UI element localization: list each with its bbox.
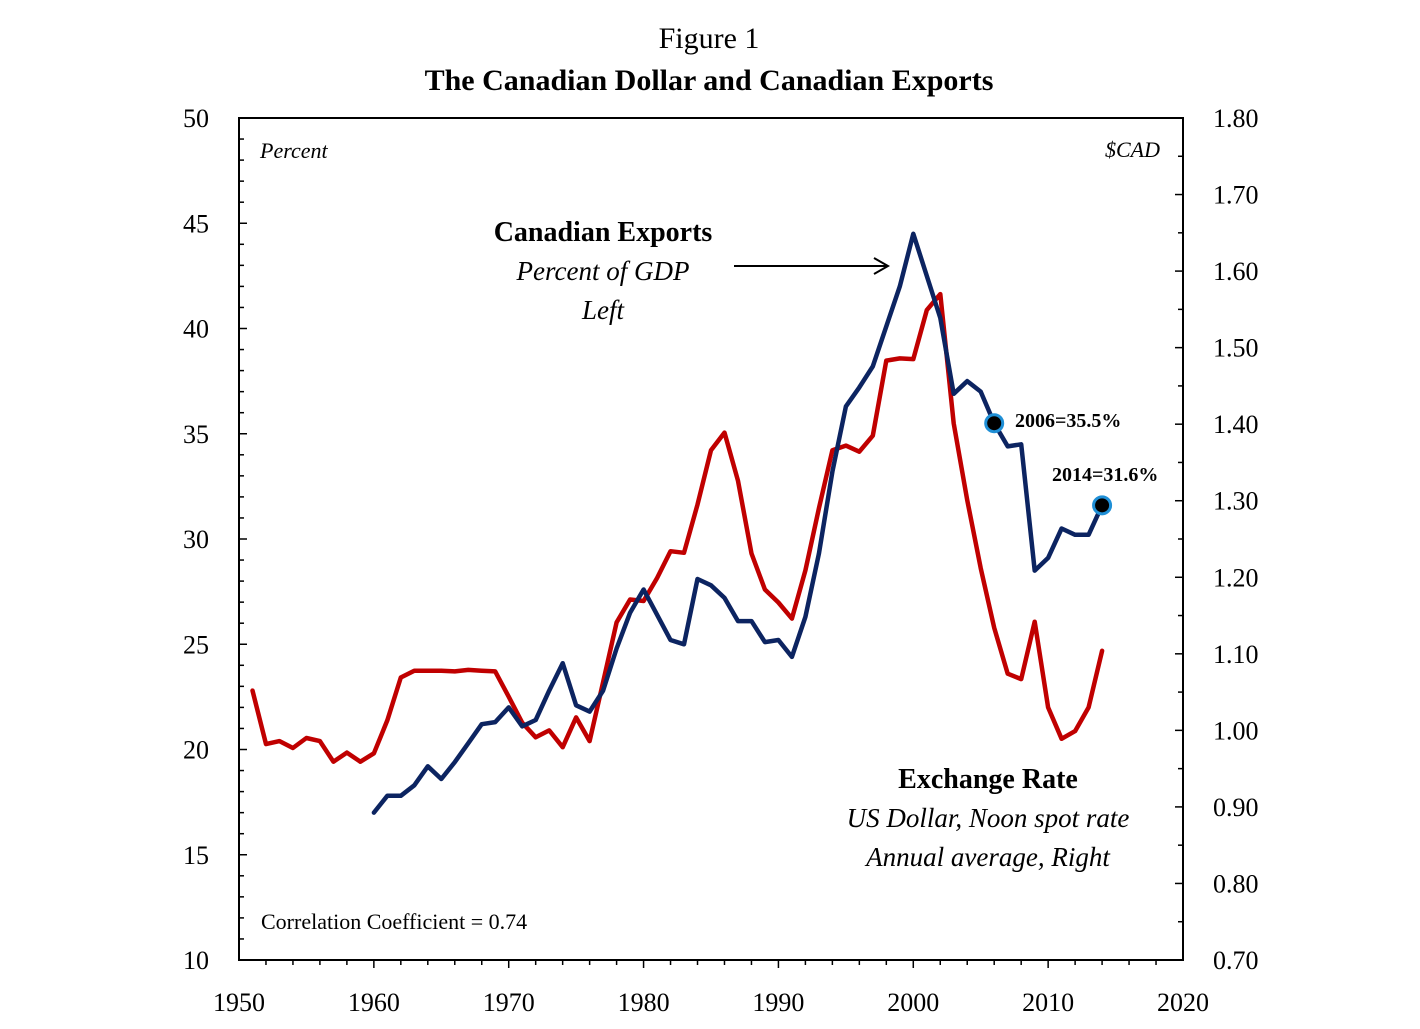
y-right-tick-label: 1.40 — [1213, 410, 1259, 439]
highlight-point-2014 — [1092, 495, 1113, 516]
series-layer — [250, 231, 1105, 815]
correlation-note: Correlation Coefficient = 0.74 — [261, 909, 527, 934]
highlight-point-2006 — [984, 413, 1005, 434]
exports-annotation-arrow — [734, 257, 891, 275]
y-left-tick-label: 20 — [183, 736, 209, 765]
exports-annotation-line2: Left — [581, 295, 626, 325]
y-left-tick-label: 15 — [183, 841, 209, 870]
y-left-tick-label: 10 — [183, 946, 209, 975]
y-right-tick-label: 1.20 — [1213, 563, 1259, 592]
series-line-exchange-rate — [250, 291, 1105, 764]
y-right-tick-label: 1.60 — [1213, 257, 1259, 286]
y-right-tick-label: 0.90 — [1213, 793, 1259, 822]
y-right-tick-label: 1.80 — [1213, 104, 1259, 133]
x-tick-label: 2010 — [1022, 988, 1074, 1017]
exports-annotation-line1: Percent of GDP — [516, 256, 690, 286]
y-left-tick-label: 40 — [183, 315, 209, 344]
y-left-tick-label: 35 — [183, 420, 209, 449]
exchange-annotation-line1: US Dollar, Noon spot rate — [847, 803, 1130, 833]
exchange-annotation-title: Exchange Rate — [898, 764, 1078, 795]
x-tick-label: 2000 — [887, 988, 939, 1017]
y-right-tick-label: 1.00 — [1213, 716, 1259, 745]
x-tick-label: 1980 — [618, 988, 670, 1017]
x-tick-label: 1950 — [213, 988, 265, 1017]
y-axis-left: 10 15 20 25 30 35 40 45 50 — [183, 104, 247, 975]
point-label-2014: 2014=31.6% — [1052, 464, 1158, 486]
y-right-tick-label: 0.80 — [1213, 869, 1259, 898]
y-left-unit-label: Percent — [259, 138, 328, 163]
y-right-tick-label: 1.10 — [1213, 640, 1259, 669]
highlight-points — [984, 413, 1113, 516]
y-left-tick-label: 50 — [183, 104, 209, 133]
x-tick-label: 2020 — [1157, 988, 1209, 1017]
y-left-tick-label: 45 — [183, 209, 209, 238]
chart-title: The Canadian Dollar and Canadian Exports — [425, 64, 994, 97]
y-left-tick-label: 25 — [183, 630, 209, 659]
figure-label: Figure 1 — [659, 22, 760, 55]
x-tick-label: 1990 — [752, 988, 804, 1017]
y-right-tick-label: 0.70 — [1213, 946, 1259, 975]
x-tick-label: 1960 — [348, 988, 400, 1017]
y-right-unit-label: $CAD — [1105, 137, 1160, 162]
y-axis-right: 0.70 0.80 0.90 1.00 1.10 1.20 1.30 1.40 1.50 1.60… — [1175, 104, 1259, 975]
x-axis: 1950 1960 1970 1980 1990 2000 2010 2020 — [213, 960, 1209, 1017]
exchange-annotation-line2: Annual average, Right — [864, 842, 1111, 872]
y-right-tick-label: 1.30 — [1213, 487, 1259, 516]
point-label-2006: 2006=35.5% — [1015, 410, 1121, 432]
series-line-exports — [371, 231, 1105, 815]
x-tick-label: 1970 — [483, 988, 535, 1017]
exports-annotation-title: Canadian Exports — [494, 217, 713, 248]
y-right-tick-label: 1.50 — [1213, 334, 1259, 363]
y-right-tick-label: 1.70 — [1213, 181, 1259, 210]
y-left-tick-label: 30 — [183, 525, 209, 554]
